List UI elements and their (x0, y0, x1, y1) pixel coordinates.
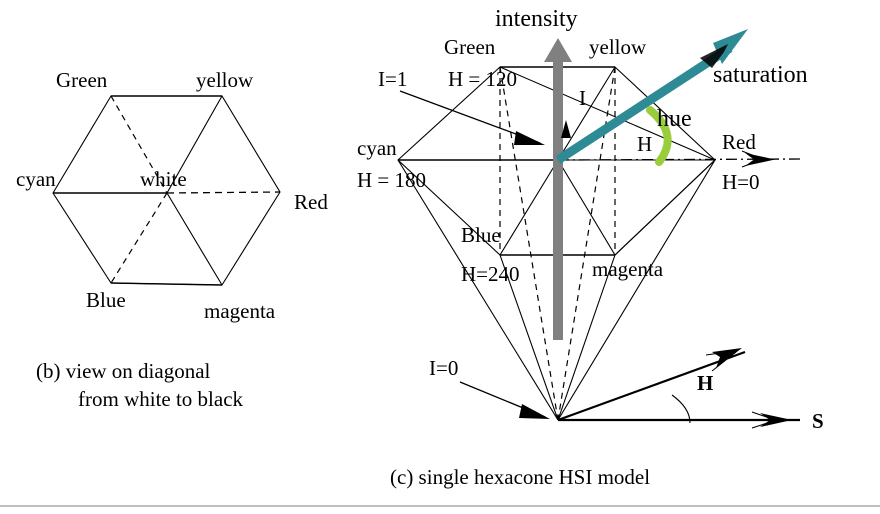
hexagon-b-label-blue: Blue (86, 288, 126, 312)
intensity-inner-arrowhead (561, 120, 571, 138)
hue-angle-arrowhead-tick (705, 350, 737, 372)
hexacone-label-axis-s: S (812, 409, 824, 433)
intensity-one-arrowhead (514, 131, 545, 145)
intensity-annotation: intensity (495, 6, 578, 32)
hexacone-label-cyan: cyan (357, 136, 397, 160)
caption-b-line2: from white to black (78, 387, 244, 411)
hexacone-edge-yellow-apex-dashed (557, 66, 616, 421)
hue-angle-arrowhead (712, 348, 742, 368)
hexacone-label-axis-i: I (579, 86, 586, 110)
hexacone-label-magenta: magenta (592, 257, 664, 281)
hexacone-label-hue-120: H = 120 (448, 67, 517, 91)
hexagon-b-diagonal-green-dashed (110, 95, 168, 194)
hexagon-b-radius-red-dashed (166, 191, 281, 194)
hexacone-label-hue-240: H=240 (461, 262, 520, 286)
hexagon-b-group: Green yellow cyan white Red Blue magenta… (16, 68, 328, 411)
hexacone-label-blue: Blue (461, 223, 501, 247)
hexacone-edge-blue-apex (499, 254, 559, 421)
saturation-axis-arrowhead-tick (751, 411, 776, 429)
hue-zero-arrowhead-secondary (741, 150, 763, 168)
hexacone-radius-magenta (557, 159, 616, 256)
intensity-axis-arrow (544, 38, 572, 340)
hexacone-rear-edge-green-red (499, 66, 716, 161)
hexacone-label-red: Red (722, 130, 756, 154)
hexagon-b-radius-magenta (166, 192, 223, 286)
hexagon-b-edge-bottom (110, 282, 223, 286)
hexacone-edge-cyan-apex (397, 159, 559, 421)
hexacone-radius-blue (499, 159, 559, 256)
saturation-arrow (555, 29, 748, 164)
hue-annotation: hue (657, 106, 692, 132)
hexacone-label-axis-h-upper: H (637, 132, 652, 156)
hue-angle-arc (671, 394, 691, 424)
hexacone-label-hue-180: H = 180 (357, 168, 426, 192)
intensity-zero-arrowhead (519, 404, 550, 419)
hexacone-label-i-zero: I=0 (429, 356, 458, 380)
saturation-arrowhead-black-tick (700, 44, 728, 68)
hexacone-edge-green-apex-dashed (499, 66, 559, 421)
hue-arc (646, 106, 672, 166)
hexagon-b-label-magenta: magenta (204, 299, 276, 323)
hue-angle-line (557, 350, 746, 422)
caption-b-line1: (b) view on diagonal (36, 359, 211, 383)
hexacone-edge-magenta-apex (557, 254, 616, 421)
hexagon-b-label-green: Green (56, 68, 108, 92)
hexagon-b-diagonal-blue-dashed (110, 192, 168, 284)
hexacone-edge-red-apex (557, 159, 716, 421)
hexagon-b-label-cyan: cyan (16, 167, 56, 191)
caption-c: (c) single hexacone HSI model (390, 465, 650, 489)
hexacone-label-axis-h-lower: H (697, 371, 713, 395)
hexagon-b-label-red: Red (294, 190, 328, 214)
hexagon-b-label-yellow: yellow (196, 68, 254, 92)
saturation-annotation: saturation (713, 62, 808, 88)
hexagon-b-label-white: white (140, 167, 187, 191)
hexagon-b-radius-yellow (166, 95, 223, 194)
hexacone-c-group: Green yellow H = 120 I=1 I cyan H = 180 … (357, 6, 824, 489)
hexacone-label-i-one: I=1 (378, 67, 407, 91)
hexacone-label-yellow: yellow (589, 35, 647, 59)
hexacone-rear-edge-magenta-red (614, 159, 716, 256)
hexacone-label-green: Green (444, 35, 496, 59)
hexacone-label-hue-0: H=0 (722, 170, 760, 194)
saturation-axis-arrowhead (760, 413, 792, 427)
hexacone-radius-yellow (557, 66, 616, 161)
